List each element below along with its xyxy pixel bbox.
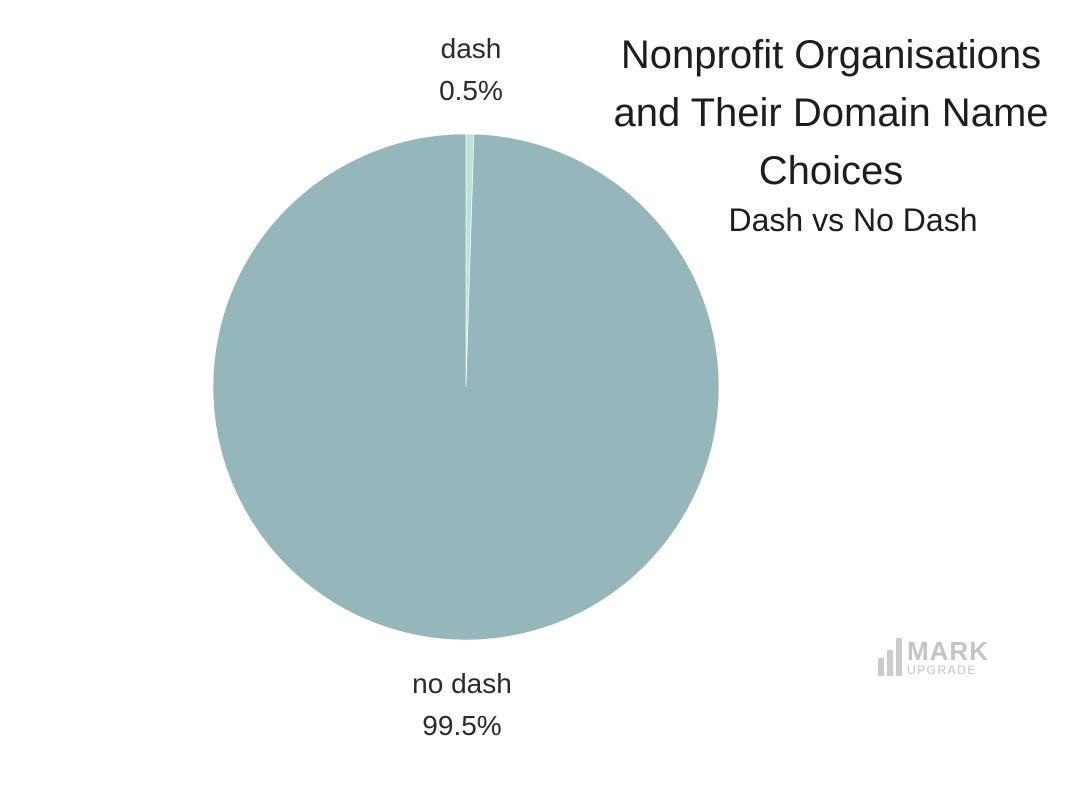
- chart-title-block: Nonprofit Organisations and Their Domain…: [596, 26, 1066, 200]
- watermark-logo: MARK UPGRADE: [878, 638, 989, 676]
- chart-title-line-1: Nonprofit Organisations: [620, 33, 1042, 77]
- bar-chart-logo-icon: [878, 638, 902, 676]
- watermark-main-text: MARK: [907, 636, 989, 666]
- watermark-text: MARK UPGRADE: [907, 638, 989, 676]
- chart-subtitle: Dash vs No Dash: [728, 202, 978, 238]
- chart-title-line-2: and Their Domain Name: [613, 91, 1049, 135]
- slice-label-no-dash-name: no dash: [412, 668, 512, 699]
- slice-label-dash-value: 0.5%: [439, 75, 503, 106]
- watermark-sub-text: UPGRADE: [907, 663, 977, 677]
- slice-label-dash: dash 0.5%: [411, 28, 531, 112]
- slice-label-no-dash-value: 99.5%: [422, 710, 502, 741]
- pie-slice-no-dash: [212, 133, 720, 641]
- slice-label-no-dash: no dash 99.5%: [372, 663, 552, 747]
- chart-title-line-3: Choices: [758, 149, 904, 193]
- slice-label-dash-name: dash: [440, 33, 502, 64]
